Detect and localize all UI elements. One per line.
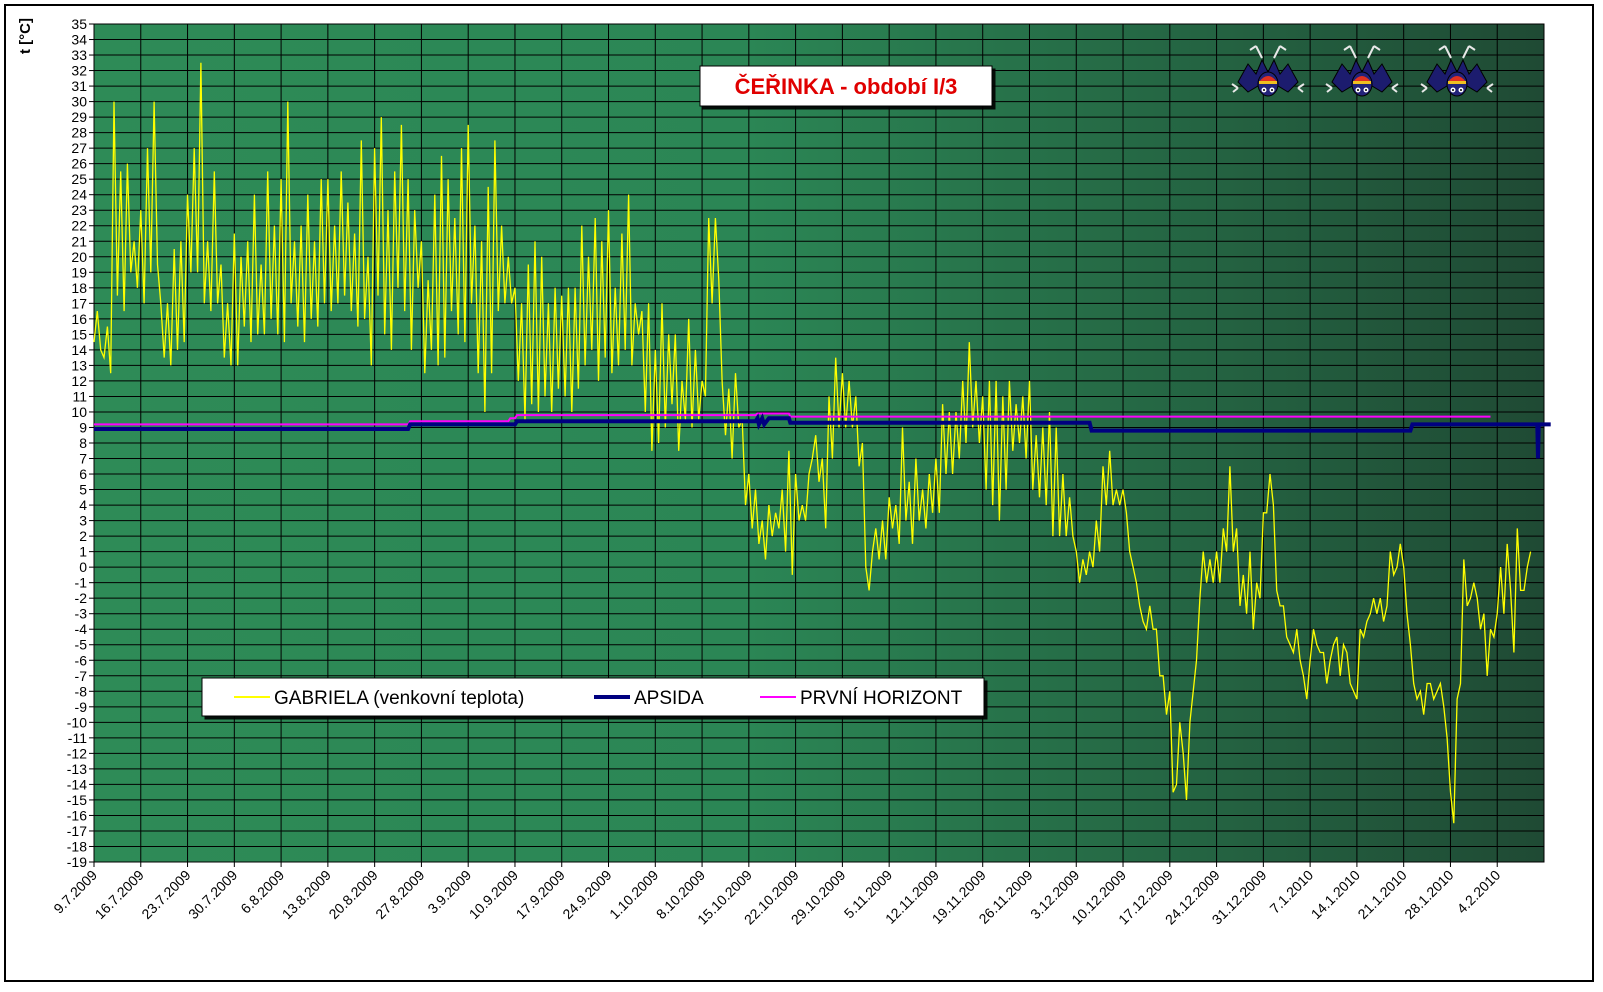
legend-box [201,677,985,717]
legend [201,677,985,717]
y-tick-label: -14 [67,776,87,792]
y-tick-label: 16 [71,311,87,327]
x-tick-label: 24.9.2009 [559,867,615,923]
x-tick-label: 28.1.2010 [1401,867,1457,923]
legend-label-prvni-horizont: PRVNÍ HORIZONT [800,688,963,709]
legend-item-gabriela: GABRIELA (venkovní teplota) [234,688,524,709]
y-tick-label: -12 [67,745,87,761]
series-prvni-horizont-line [94,412,1491,426]
y-tick-label: 32 [71,63,87,79]
legend-label-gabriela: GABRIELA (venkovní teplota) [274,688,524,709]
bat-icon [1325,45,1399,97]
x-tick-label: 4.2.2010 [1453,867,1503,917]
y-tick-label: -9 [75,699,88,715]
y-tick-label: 27 [71,140,87,156]
y-tick-label: 18 [71,280,87,296]
y-tick-label: -7 [75,668,88,684]
y-tick-label: 1 [79,544,87,560]
y-tick-label: 26 [71,156,87,172]
y-tick-label: -16 [67,807,87,823]
y-tick-label: 2 [79,528,87,544]
chart-title [699,65,993,107]
bat-icon [1231,45,1305,97]
y-tick-label: 13 [71,357,87,373]
y-tick-label: -19 [67,854,87,870]
y-tick-label: -17 [67,823,87,839]
y-tick-label: -13 [67,761,87,777]
y-tick-label: 11 [72,388,87,404]
y-tick-label: 10 [71,404,87,420]
y-tick-label: 20 [71,249,87,265]
x-tick-label: 20.8.2009 [325,867,381,923]
y-tick-label: -8 [75,683,88,699]
y-tick-label: 6 [79,466,87,482]
mascot-icons [1231,45,1494,97]
y-tick-label: 5 [79,482,87,498]
y-tick-label: 0 [79,559,87,575]
y-tick-label: 35 [71,16,87,32]
y-tick-label: -5 [75,637,88,653]
y-axis: 3534333231302928272625242322212019181716… [67,16,95,870]
y-tick-label: -3 [75,606,88,622]
x-tick-label: 1.10.2009 [606,867,662,923]
y-tick-label: 7 [79,451,87,467]
y-tick-label: -6 [75,652,88,668]
legend-item-apsida: APSIDA [594,688,704,709]
x-tick-label: 17.9.2009 [512,867,568,923]
y-tick-label: 9 [79,419,87,435]
y-tick-label: 33 [71,47,87,63]
y-tick-label: -18 [67,838,87,854]
y-tick-label: 19 [71,264,87,280]
legend-item-prvni-horizont: PRVNÍ HORIZONT [760,688,963,709]
series-layer [93,62,1551,824]
x-tick-label: 30.7.2009 [185,867,241,923]
series-gabriela-line [93,62,1532,824]
series-apsida-line [94,413,1551,459]
x-axis: 9.7.200916.7.200923.7.200930.7.20096.8.2… [50,862,1503,928]
x-tick-label: 23.7.2009 [138,867,194,923]
legend-label-apsida: APSIDA [634,688,704,709]
y-tick-label: -11 [68,730,87,746]
y-tick-label: 22 [71,218,87,234]
x-tick-label: 27.8.2009 [372,867,428,923]
y-tick-label: 17 [71,295,87,311]
y-tick-label: 12 [71,373,87,389]
y-tick-label: 34 [71,32,87,48]
y-tick-label: 23 [71,202,87,218]
y-tick-label: -15 [67,792,87,808]
y-tick-label: 24 [71,187,87,203]
bat-icon [1420,45,1494,97]
y-tick-label: 28 [71,125,87,141]
y-tick-label: -4 [75,621,88,637]
y-tick-label: -10 [67,714,87,730]
chart-title-box [699,65,993,107]
x-tick-label: 16.7.2009 [92,867,148,923]
y-tick-label: 21 [71,233,87,249]
y-tick-label: 29 [71,109,87,125]
x-tick-label: 14.1.2010 [1308,867,1364,923]
y-axis-label: t [°C] [17,18,34,54]
x-tick-label: 10.9.2009 [466,867,522,923]
y-tick-label: 25 [71,171,87,187]
y-tick-label: -2 [75,590,88,606]
y-tick-label: 14 [71,342,87,358]
x-tick-label: 13.8.2009 [279,867,335,923]
x-tick-label: 21.1.2010 [1354,867,1410,923]
chart-title-text: ČEŘINKA - období I/3 [735,74,958,99]
y-tick-label: 8 [79,435,87,451]
y-tick-label: 30 [71,94,87,110]
y-tick-label: 3 [79,513,87,529]
y-tick-label: -1 [75,575,88,591]
temperature-chart: 3534333231302928272625242322212019181716… [17,16,1551,928]
y-tick-label: 31 [71,78,87,94]
chart-frame: 35 34 33 32 31 30 29 28 27 26 25 24 23 22 21 20 19 18 17 16… [4,4,1594,982]
y-tick-label: 4 [79,497,87,513]
y-tick-label: 15 [71,326,87,342]
